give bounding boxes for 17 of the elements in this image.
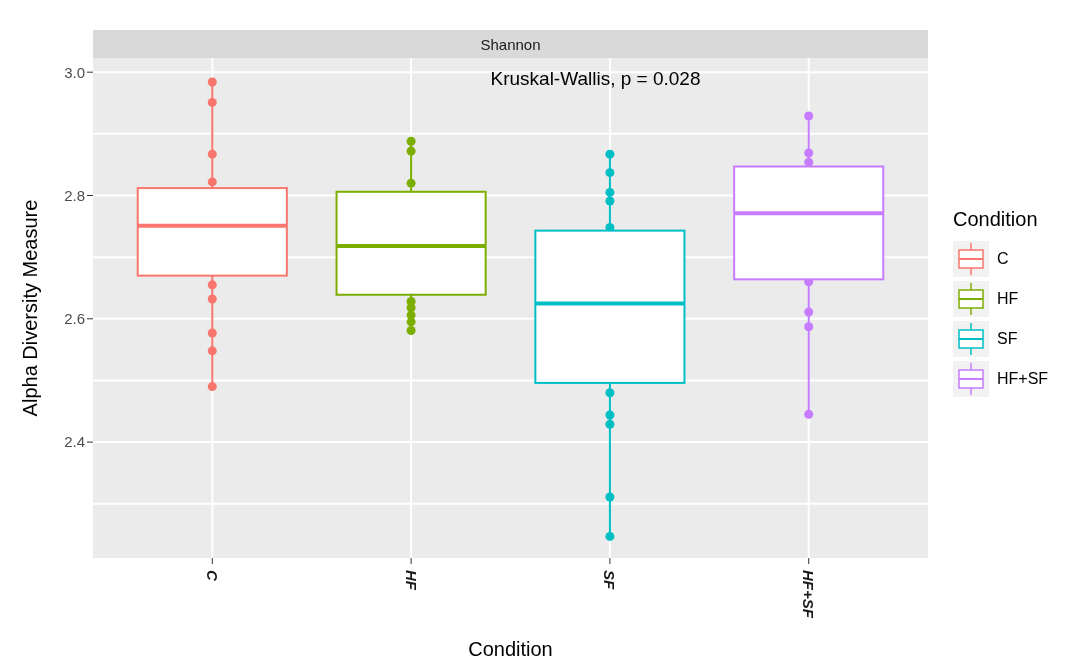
legend-title: Condition (953, 208, 1039, 231)
annotation: Kruskal-Wallis, p = 0.028 (489, 68, 702, 90)
legend-label: SF (997, 330, 1018, 348)
x-tick-label: HF (402, 570, 420, 591)
y-tick-label: 2.8 (64, 186, 85, 204)
legend-label: C (997, 250, 1009, 268)
y-tick-label: 3.0 (64, 63, 85, 81)
y-tick-label: 2.4 (64, 433, 85, 451)
x-tick-label: HF+SF (800, 570, 818, 619)
x-axis-title: Condition (467, 638, 554, 661)
legend-label: HF+SF (997, 370, 1049, 388)
legend-label: HF (997, 290, 1019, 308)
y-tick-label: 2.6 (64, 310, 85, 328)
x-tick-label: C (203, 570, 221, 582)
chart-title: Shannon (93, 30, 928, 58)
y-axis-title: Alpha Diversity Measure (18, 199, 42, 417)
x-tick-label: SF (601, 570, 619, 590)
